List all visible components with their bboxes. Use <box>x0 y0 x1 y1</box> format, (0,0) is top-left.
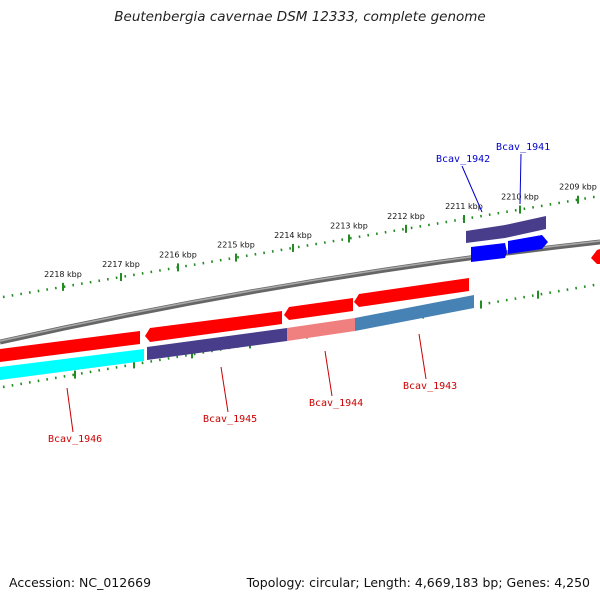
cds-bcav-1945 <box>147 328 287 360</box>
gene-bcav-1946-arrow <box>0 331 140 362</box>
cds-bcav-1943 <box>355 295 474 331</box>
gene-leader-line <box>220 366 229 413</box>
tick-label: 2215 kbp <box>217 241 255 250</box>
tick-label: 2216 kbp <box>159 250 197 259</box>
gene-label: Bcav_1945 <box>203 414 257 425</box>
gene-bcav-1944-arrow <box>284 298 353 320</box>
accession-text: Accession: NC_012669 <box>9 575 152 590</box>
gene-leader-line <box>461 165 483 213</box>
cds-bcav-1944 <box>287 318 355 341</box>
gene-leader-line <box>519 153 522 205</box>
gene-bcav-1945-arrow <box>145 311 282 342</box>
label-layer: Bcav_1946 Bcav_1945 Bcav_1944 Bcav_1943 Bcav… <box>48 142 550 445</box>
gene-bcav-1943-arrow <box>354 278 469 307</box>
map-title: Beutenbergia cavernae DSM 12333, complet… <box>114 9 486 25</box>
gene-label: Bcav_1941 <box>496 142 550 153</box>
tick-label: 2218 kbp <box>44 270 82 279</box>
backbone-highlight <box>0 240 600 342</box>
gene-leader-line <box>66 387 74 433</box>
gene-label: Bcav_1944 <box>309 398 363 409</box>
tick-label: 2209 kbp <box>559 183 597 192</box>
cds-bcav-1946 <box>0 349 144 380</box>
gene-leader-line <box>418 333 427 380</box>
gene-label: Bcav_1942 <box>436 154 490 165</box>
cds-bcav-1941 <box>505 216 546 238</box>
cds-bcav-1942 <box>466 225 505 243</box>
tick-label: 2211 kbp <box>445 202 483 211</box>
gene-label: Bcav_1946 <box>48 434 102 445</box>
tick-label: 2212 kbp <box>387 212 425 221</box>
gene-layer <box>0 216 600 380</box>
gene-bcav-1941-arrow <box>508 235 548 254</box>
gene-bcav-1942-arrow <box>471 243 507 262</box>
tick-label: 2217 kbp <box>102 260 140 269</box>
tick-label: 2214 kbp <box>274 231 312 240</box>
gene-leader-line <box>324 350 333 397</box>
genome-summary-text: Topology: circular; Length: 4,669,183 bp… <box>246 575 590 590</box>
tick-label: 2213 kbp <box>330 221 368 230</box>
gene-label: Bcav_1943 <box>403 381 457 392</box>
gene-offscreen-arrow <box>591 249 600 264</box>
